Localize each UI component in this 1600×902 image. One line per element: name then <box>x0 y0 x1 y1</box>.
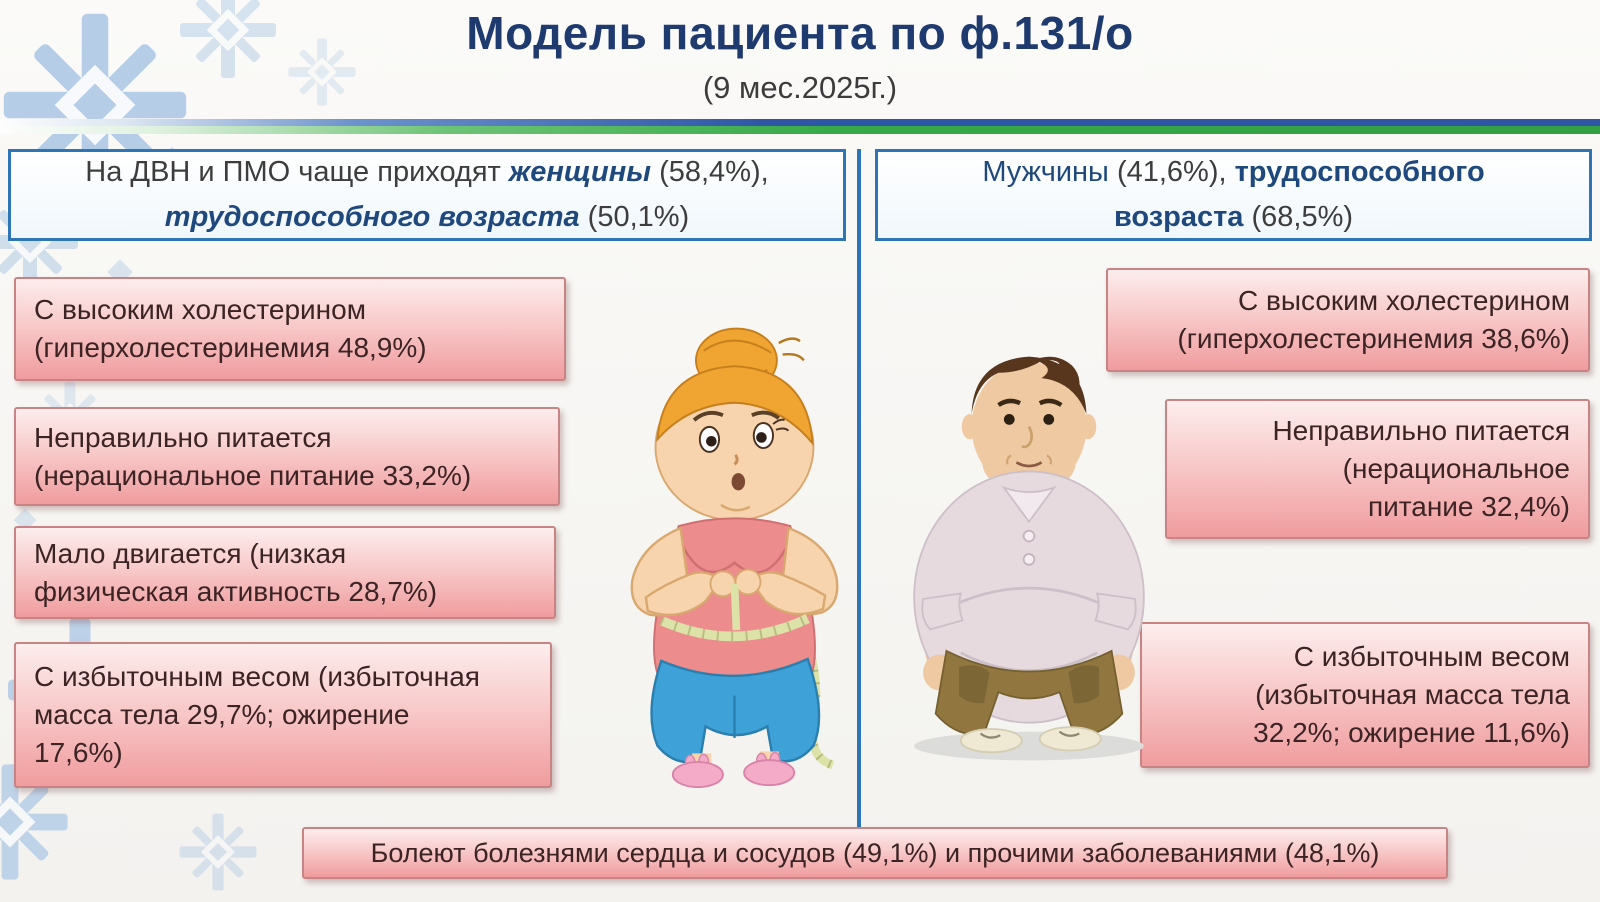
text-segment: возраста <box>1113 201 1244 233</box>
text-segment: трудоспособного <box>1234 156 1485 189</box>
stat-box-women-overweight: С избыточным весом (избыточная масса тел… <box>14 642 552 788</box>
stat-line: С высоким холестерином <box>34 294 366 326</box>
text-segment: (41,6%), <box>1108 156 1235 189</box>
stat-line: физическая активность 28,7%) <box>34 575 438 607</box>
text-segment: женщины <box>508 156 652 189</box>
stat-line: Мало двигается (низкая <box>34 537 347 569</box>
page-subtitle: (9 мес.2025г.) <box>702 70 898 105</box>
women-header-line1: На ДВН и ПМО чаще приходят женщины (58,4… <box>85 150 768 195</box>
stat-box-men-cholesterol: С высоким холестерином (гиперхолестерине… <box>1106 268 1590 372</box>
stat-line: 32,2%; ожирение 11,6%) <box>1253 716 1570 748</box>
page-title: Модель пациента по ф.131/о <box>466 7 1134 59</box>
divider-bar-green <box>0 126 1600 134</box>
stat-line: (нерациональное <box>1342 453 1570 485</box>
women-header-line2: трудоспособного возраста (50,1%) <box>165 195 689 240</box>
text-segment: трудоспособного возраста <box>164 201 580 233</box>
stat-box-men-nutrition: Неправильно питается (нерациональное пит… <box>1165 399 1590 539</box>
text-segment: (68,5%) <box>1243 201 1354 233</box>
men-header-line2: возраста (68,5%) <box>1114 195 1353 240</box>
stat-line: 17,6%) <box>34 736 123 768</box>
stat-line: (гиперхолестеринемия 48,9%) <box>34 332 427 363</box>
stat-box-men-overweight: С избыточным весом (избыточная масса тел… <box>1140 622 1590 768</box>
stat-line: питание 32,4%) <box>1367 490 1570 522</box>
text-segment: (50,1%) <box>579 201 690 233</box>
stat-box-women-nutrition: Неправильно питается (нерациональное пит… <box>14 407 560 506</box>
text-segment: На ДВН и ПМО чаще приходят <box>85 156 509 189</box>
stat-line: Неправильно питается <box>34 421 332 453</box>
stat-line: (гиперхолестеринемия 38,6%) <box>1177 323 1570 354</box>
text-segment: Мужчины <box>982 156 1109 189</box>
stat-box-women-activity: Мало двигается (низкая физическая активн… <box>14 526 556 619</box>
footer-box: Болеют болезнями сердца и сосудов (49,1%… <box>302 827 1448 879</box>
footer-text: Болеют болезнями сердца и сосудов (49,1%… <box>370 837 1380 868</box>
men-header-box: Мужчины (41,6%), трудоспособного возраст… <box>875 149 1592 241</box>
man-illustration <box>913 356 1145 761</box>
men-header-line1: Мужчины (41,6%), трудоспособного <box>982 150 1484 195</box>
text-segment: (58,4%), <box>651 156 769 189</box>
stat-line: С высоким холестерином <box>1238 285 1570 317</box>
stat-line: (избыточная масса тела <box>1255 679 1570 711</box>
stat-line: масса тела 29,7%; ожирение <box>34 699 410 731</box>
stat-line: Неправильно питается <box>1272 415 1570 447</box>
women-header-box: На ДВН и ПМО чаще приходят женщины (58,4… <box>8 149 846 241</box>
column-divider <box>857 149 861 827</box>
divider-bar-blue <box>0 119 1600 126</box>
stat-box-women-cholesterol: С высоким холестерином (гиперхолестерине… <box>14 277 566 381</box>
stat-line: С избыточным весом <box>1293 641 1570 673</box>
stat-line: С избыточным весом (избыточная <box>34 661 480 693</box>
woman-illustration <box>630 327 839 788</box>
stat-line: (нерациональное питание 33,2%) <box>34 459 472 491</box>
